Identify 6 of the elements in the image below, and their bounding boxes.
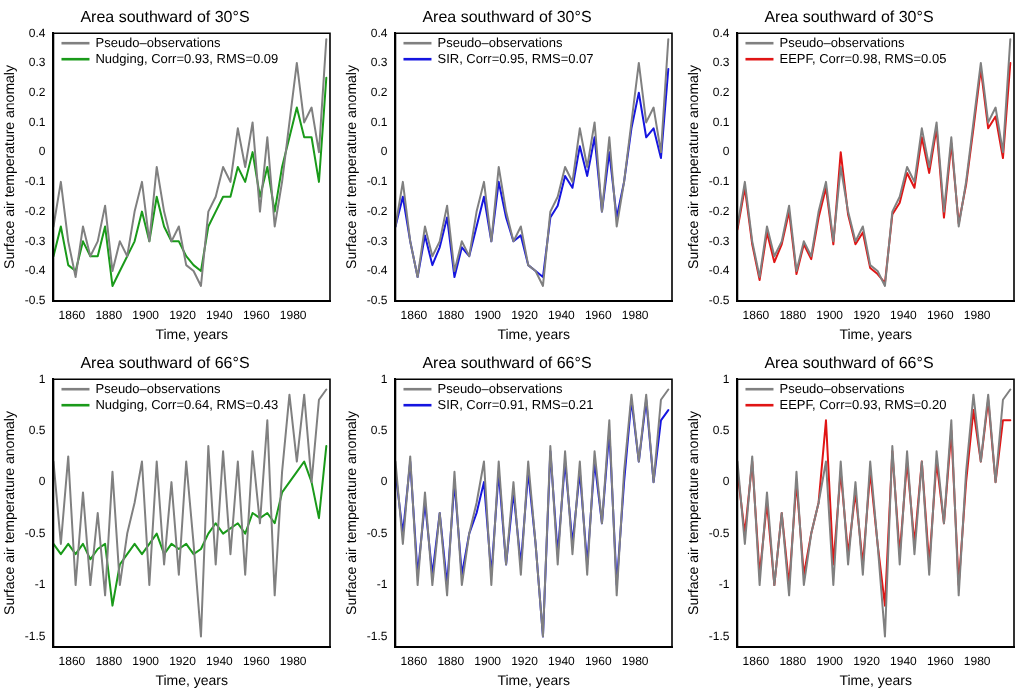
chart-title: Area southward of 30°S [422, 8, 592, 27]
chart-title: Area southward of 66°S [764, 353, 934, 372]
chart-title: Area southward of 66°S [80, 353, 250, 372]
chart-title: Area southward of 30°S [80, 8, 250, 27]
chart-title: Area southward of 30°S [764, 8, 934, 27]
chart-title: Area southward of 66°S [422, 353, 592, 372]
